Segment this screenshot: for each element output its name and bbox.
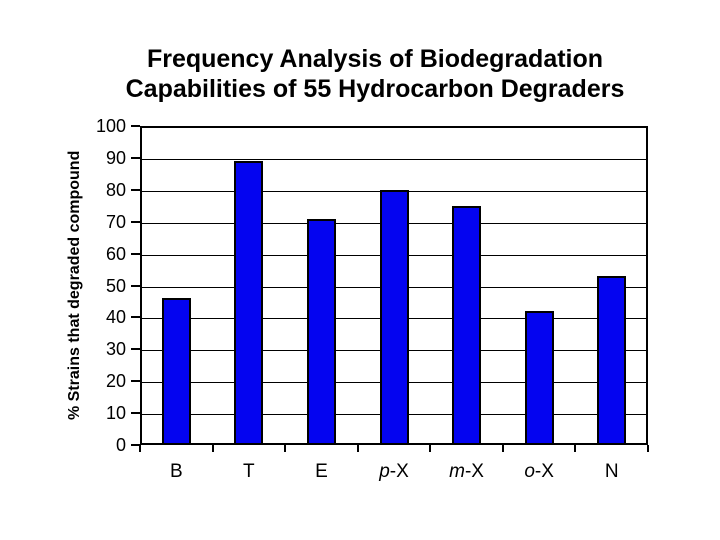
y-axis-tick-100 (131, 125, 140, 127)
x-category-label-o-X: o-X (524, 461, 554, 482)
bar-N (597, 275, 627, 445)
y-tick-label-60: 60 (105, 243, 126, 264)
y-axis-tick-90 (131, 156, 140, 159)
bar-T (234, 161, 264, 445)
y-axis-tick-0 (131, 444, 140, 446)
y-axis-tick-20 (131, 380, 140, 383)
y-axis-tick-80 (131, 188, 140, 191)
y-tick-label-40: 40 (105, 307, 126, 328)
x-category-label-p-X: p-X (379, 461, 409, 482)
x-category-label-E: E (315, 461, 328, 482)
y-axis-tick-70 (131, 220, 140, 223)
x-category-label-m-X: m-X (449, 461, 484, 482)
bar-E (306, 218, 336, 445)
gridline-90 (142, 158, 646, 160)
x-category-label-T: T (243, 461, 255, 482)
y-tick-label-10: 10 (105, 403, 126, 424)
y-axis-tick-40 (131, 316, 140, 319)
y-tick-label-0: 0 (115, 435, 126, 455)
chart-title-line2: Capabilities of 55 Hydrocarbon Degraders (125, 75, 625, 103)
y-axis-tick-50 (131, 284, 140, 287)
bar-m-X (452, 205, 482, 445)
y-tick-label-80: 80 (105, 179, 126, 200)
y-tick-label-30: 30 (105, 339, 126, 360)
y-axis-tick-30 (131, 348, 140, 351)
chart-title: Frequency Analysis of Biodegradation Cap… (30, 44, 720, 104)
bar-B (161, 298, 191, 445)
y-tick-label-90: 90 (105, 147, 126, 168)
x-axis-tick-5 (501, 445, 504, 452)
x-axis-tick-3 (356, 445, 359, 452)
x-axis-tick-0 (139, 445, 141, 452)
y-axis-tick-10 (131, 412, 140, 415)
chart-title-line1: Frequency Analysis of Biodegradation (146, 45, 604, 73)
x-axis-tick-7 (647, 445, 649, 452)
y-tick-label-100: 100 (95, 116, 126, 136)
x-axis-tick-6 (574, 445, 577, 452)
y-axis-tick-60 (131, 252, 140, 255)
x-category-label-B: B (169, 461, 183, 482)
bar-p-X (379, 189, 409, 445)
bar-o-X (524, 311, 554, 445)
x-axis-tick-2 (284, 445, 287, 452)
y-tick-label-50: 50 (105, 275, 126, 296)
x-axis-tick-4 (429, 445, 432, 452)
x-category-label-N: N (604, 461, 619, 482)
x-axis-tick-1 (211, 445, 214, 452)
y-tick-label-70: 70 (105, 211, 126, 232)
y-tick-label-20: 20 (105, 371, 126, 392)
